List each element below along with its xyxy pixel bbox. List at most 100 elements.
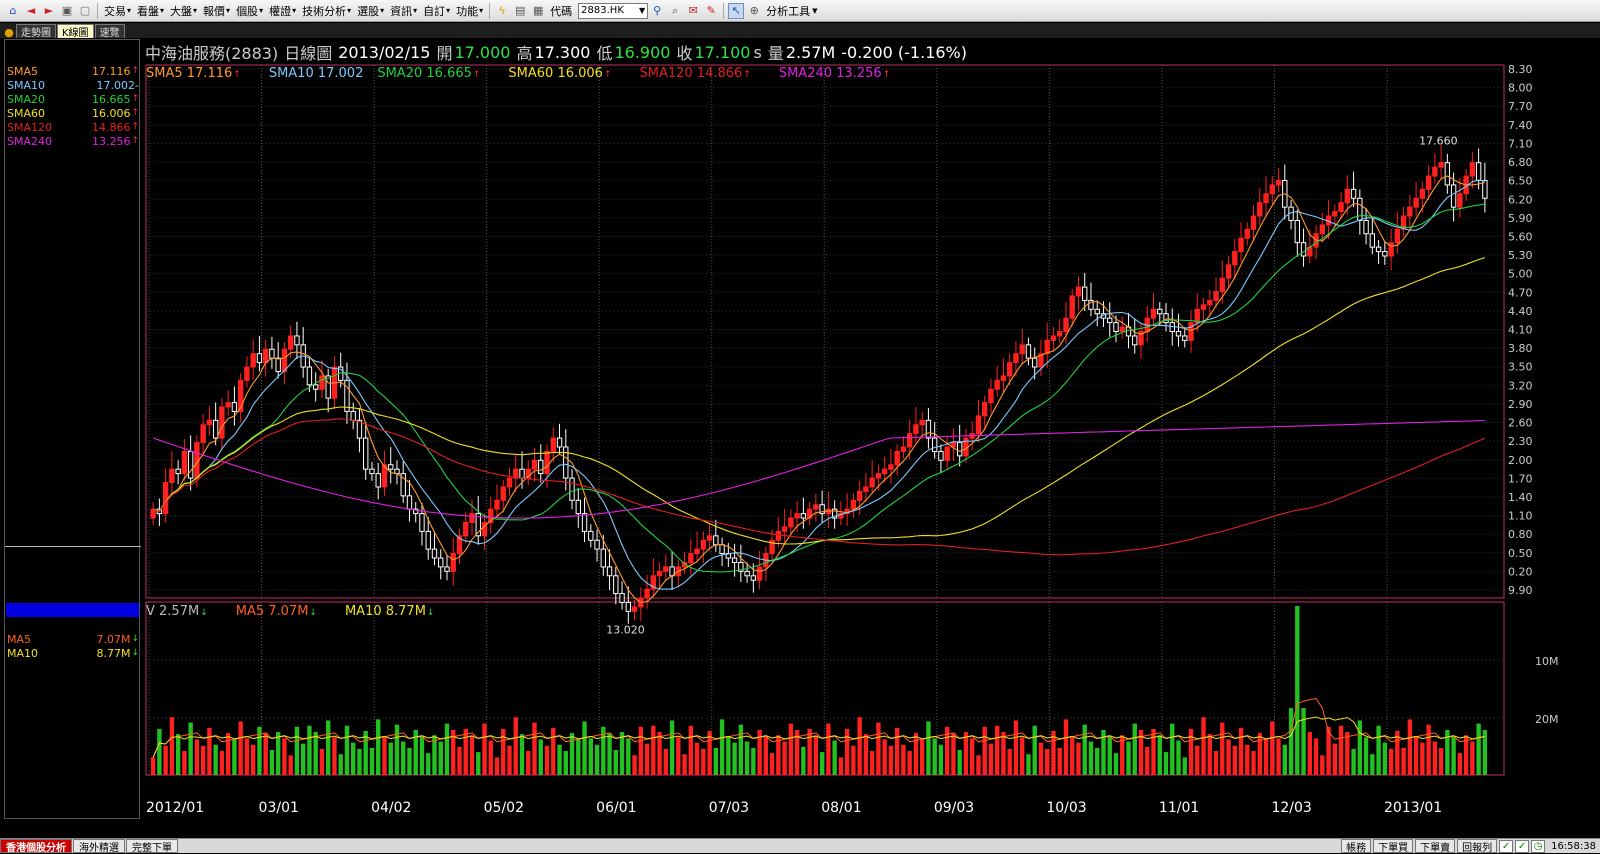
volume-bar	[388, 742, 393, 775]
legend-item: SMA60 16.006↑	[508, 66, 612, 81]
home-icon[interactable]: ⌂	[9, 4, 17, 17]
volume-bar	[1088, 741, 1094, 775]
menu-1[interactable]: 看盤 ▾	[134, 2, 167, 20]
candle-body	[1007, 362, 1013, 377]
menu-4[interactable]: 個股 ▾	[233, 2, 266, 20]
candle-body	[356, 419, 363, 439]
account-button[interactable]: 帳務	[1341, 839, 1372, 854]
candle-body	[219, 406, 225, 439]
menu-2[interactable]: 大盤 ▾	[167, 2, 200, 20]
date-tick-label: 06/01	[596, 800, 636, 816]
candle-body	[1213, 291, 1219, 301]
tab-overview[interactable]: 速覽	[94, 24, 125, 39]
volume-bar	[1426, 724, 1431, 775]
candle-body	[1438, 162, 1444, 168]
volume-bar	[588, 738, 593, 775]
save-icon[interactable]: ▤	[514, 4, 526, 17]
volume-bar	[444, 723, 450, 775]
search-icon[interactable]: ⚲	[653, 4, 662, 17]
volume-bar	[1032, 725, 1037, 775]
menu-9[interactable]: 自訂 ▾	[420, 2, 453, 20]
menu-8[interactable]: 資訊 ▾	[387, 2, 420, 20]
candle-body	[813, 504, 819, 510]
sma-legend: SMA5 17.116↑ SMA10 17.002 SMA20 16.665↑ SMA…	[146, 66, 918, 81]
candle-body	[231, 402, 238, 412]
volume-bar	[1220, 722, 1225, 775]
volume-bar	[1245, 744, 1250, 775]
menu-6[interactable]: 技術分析 ▾	[299, 2, 354, 20]
candle-body	[875, 473, 882, 479]
volume-bar	[1188, 728, 1194, 775]
candle-body	[863, 486, 869, 492]
volume-legend: V 2.57M↓ MA5 7.07M↓ MA10 8.77M↓	[146, 604, 462, 619]
volume-bar	[782, 741, 787, 775]
toolbar-divider	[723, 2, 725, 19]
menu-7[interactable]: 選股 ▾	[354, 2, 387, 20]
volume-bar	[1345, 732, 1350, 775]
analysis-tool-menu[interactable]: 分析工具 ▼	[763, 2, 820, 20]
tab-hk-analysis[interactable]: 香港個股分析	[0, 839, 72, 854]
lightning-icon[interactable]: ϟ	[498, 4, 506, 17]
menu-5[interactable]: 權證 ▾	[266, 2, 299, 20]
cursor-icon[interactable]: ↖	[728, 2, 745, 19]
candle-body	[256, 353, 263, 364]
magnify-icon[interactable]: ⌕	[672, 3, 679, 17]
candle-body	[419, 513, 425, 532]
buy-order-button[interactable]: 下單買	[1373, 839, 1414, 854]
sell-order-button[interactable]: 下單賣	[1415, 839, 1456, 854]
menu-3[interactable]: 報價 ▾	[200, 2, 233, 20]
high-annotation: 17.660	[1419, 135, 1458, 148]
check-icon[interactable]: ✓	[1515, 839, 1530, 853]
page-icon[interactable]: ▢	[79, 4, 91, 17]
legend-item: SMA120 14.866↑	[639, 66, 751, 81]
tab-kline[interactable]: K線圖	[57, 24, 94, 39]
menu-label: 交易	[104, 4, 126, 18]
candle-body	[556, 437, 563, 448]
tools-icon[interactable]: ✎	[706, 4, 716, 17]
tab-overseas[interactable]: 海外精選	[73, 839, 125, 854]
tab-trend[interactable]: 走勢圖	[16, 24, 56, 39]
dropdown-icon[interactable]: ▼	[639, 6, 646, 15]
candle-body	[819, 504, 825, 515]
volume-bar	[907, 751, 912, 775]
candle-body	[181, 450, 188, 475]
candle-body	[306, 366, 313, 386]
volume-bar	[1307, 732, 1312, 775]
candle-body	[438, 557, 444, 568]
code-input[interactable]: 2883.HK ▼	[578, 2, 649, 19]
volume-bar	[1338, 725, 1344, 775]
volume-bar	[1126, 741, 1131, 775]
volume-bar	[1251, 751, 1256, 775]
volume-bar	[482, 723, 487, 775]
volume-bar	[1420, 742, 1425, 775]
volume-bar	[844, 728, 850, 775]
legend-item: MA10 8.77M↓	[344, 604, 435, 619]
candle-body	[913, 424, 919, 435]
grid-icon[interactable]: ▦	[532, 4, 544, 17]
candle-body	[950, 442, 957, 448]
report-button[interactable]: 回報列	[1457, 839, 1498, 854]
menu-10[interactable]: 功能 ▾	[453, 2, 486, 20]
forward-icon[interactable]: ►	[44, 4, 54, 17]
menu-0[interactable]: 交易 ▾	[101, 2, 134, 20]
tab-full-order[interactable]: 完整下單	[126, 839, 178, 854]
dropdown-icon: ▾	[479, 6, 484, 15]
volume-bar	[188, 722, 193, 775]
analysis-tool-label: 分析工具	[766, 4, 811, 18]
volume-bar	[976, 755, 981, 775]
print-icon[interactable]: ▣	[61, 4, 73, 17]
dropdown-icon: ▾	[226, 6, 231, 15]
alert-icon[interactable]: ✉	[688, 4, 698, 17]
zoom-icon[interactable]: ⊕	[749, 4, 759, 17]
volume-bar	[851, 745, 856, 775]
menu-icon[interactable]: ●	[4, 25, 14, 39]
legend-label: SMA120	[7, 120, 52, 134]
candle-body	[694, 548, 700, 555]
volume-bar	[894, 727, 900, 775]
back-icon[interactable]: ◄	[26, 4, 36, 17]
volume-bar	[1095, 747, 1100, 775]
price-tick-label: 4.40	[1508, 305, 1533, 318]
arrow-up-icon: ↑	[131, 122, 139, 132]
check-icon[interactable]: ✓	[1499, 839, 1514, 853]
